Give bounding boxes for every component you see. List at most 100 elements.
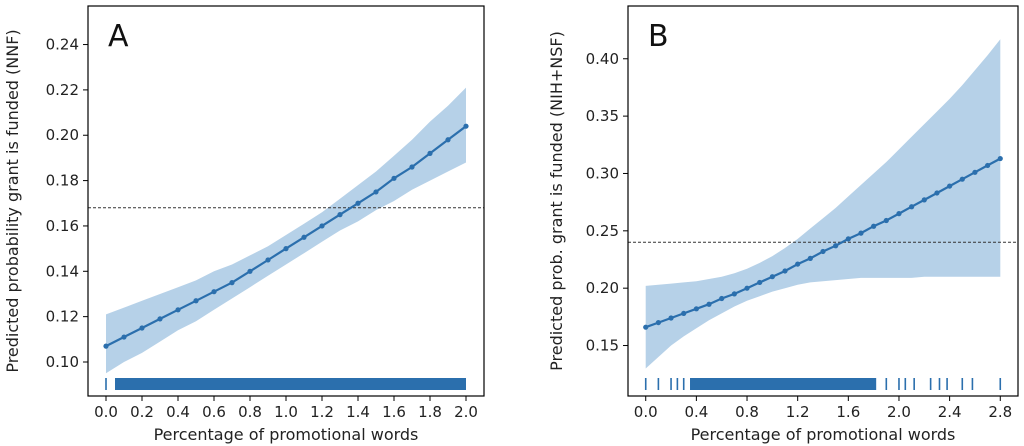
panel-b: 0.0 0.4 0.8 1.2 1.6 2.0 2.4 2.8 0.15 0.20 0.25 0.3…	[547, 5, 1019, 444]
data-point-b	[795, 261, 801, 267]
data-point-b	[719, 295, 725, 302]
x-tick-label-b: 1.6	[836, 403, 860, 421]
y-tick-label-a: 0.24	[46, 36, 79, 54]
y-tick-label-a: 0.16	[46, 217, 79, 235]
data-point-a	[139, 325, 145, 331]
rug-mark-b	[971, 378, 974, 390]
y-tick-label-b: 0.40	[586, 50, 619, 68]
x-tick-label-a: 1.2	[310, 403, 334, 421]
y-tick-label-a: 0.12	[46, 308, 79, 326]
x-axis-label-b: Percentage of promotional words	[691, 425, 956, 444]
data-point-b	[845, 236, 851, 242]
data-point-a	[337, 212, 343, 218]
rug-mark-b	[929, 378, 932, 390]
data-point-b	[782, 268, 788, 274]
data-point-b	[833, 243, 839, 249]
data-point-a	[193, 298, 199, 304]
panel-label-a: A	[108, 19, 129, 54]
data-point-b	[693, 306, 699, 312]
data-point-b	[807, 255, 813, 261]
data-point-b	[871, 223, 877, 229]
x-tick-label-a: 1.8	[418, 403, 442, 421]
x-tick-label-b: 0.8	[735, 403, 759, 421]
rug-mark-b	[946, 378, 948, 390]
data-point-b	[985, 162, 991, 169]
y-tick-label-a: 0.10	[46, 353, 79, 371]
rug-mark-a	[105, 378, 107, 390]
data-point-a	[445, 137, 451, 143]
data-point-b	[668, 315, 674, 321]
y-tick-label-b: 0.15	[586, 337, 619, 355]
y-axis-label-a: Predicted probability grant is funded (N…	[3, 29, 22, 372]
y-tick-label-a: 0.20	[46, 126, 79, 144]
x-tick-label-b: 1.2	[786, 403, 810, 421]
x-tick-label-a: 2.0	[454, 403, 478, 421]
rug-mark-b	[999, 378, 1002, 390]
x-tick-label-a: 0.6	[202, 403, 226, 421]
data-point-a	[121, 334, 127, 340]
data-point-b	[744, 285, 750, 291]
x-tick-label-b: 2.8	[988, 403, 1012, 421]
rug-mark-b	[657, 378, 660, 390]
data-point-b	[883, 217, 889, 224]
data-point-b	[959, 176, 965, 182]
data-point-b	[706, 301, 712, 307]
ci-band-b	[645, 39, 1001, 369]
data-point-b	[731, 291, 737, 297]
x-tick-label-b: 0.4	[684, 403, 708, 421]
data-point-a	[409, 164, 415, 170]
data-point-b	[947, 183, 953, 189]
data-point-a	[175, 307, 181, 313]
data-point-b	[681, 310, 687, 317]
y-tick-label-a: 0.22	[46, 81, 79, 99]
y-tick-label-a: 0.14	[46, 262, 79, 280]
x-axis-label-a: Percentage of promotional words	[154, 425, 419, 444]
data-point-a	[211, 289, 217, 295]
data-point-b	[972, 169, 978, 175]
data-point-b	[655, 319, 661, 326]
data-point-a	[157, 316, 163, 322]
x-tick-label-b: 2.0	[887, 403, 911, 421]
rug-mark-b	[670, 378, 672, 390]
x-tick-label-a: 1.6	[382, 403, 406, 421]
x-tick-label-a: 1.4	[346, 403, 370, 421]
data-point-a	[265, 257, 271, 263]
rug-mark-b	[644, 378, 647, 390]
data-point-b	[909, 204, 915, 210]
x-tick-label-a: 0.8	[238, 403, 262, 421]
rug-mark-b	[898, 378, 900, 390]
data-point-a	[355, 200, 361, 206]
data-point-a	[247, 268, 253, 274]
rug-mark-b	[961, 378, 964, 390]
rug-mark-a	[115, 378, 466, 390]
data-point-a	[463, 123, 469, 129]
data-point-a	[391, 175, 397, 181]
y-tick-label-b: 0.30	[586, 164, 619, 182]
ci-band-a	[106, 87, 466, 374]
panel-label-b: B	[648, 19, 669, 54]
y-axis-label-b: Predicted prob. grant is funded (NIH+NSF…	[547, 31, 566, 371]
plot-frame-b	[627, 5, 1019, 397]
data-point-a	[319, 223, 325, 229]
data-point-b	[934, 190, 940, 196]
rug-mark-b	[938, 378, 941, 390]
data-point-a	[373, 189, 379, 195]
y-tick-label-b: 0.20	[586, 279, 619, 297]
data-point-b	[769, 274, 775, 280]
data-point-a	[103, 343, 109, 349]
data-point-a	[427, 150, 433, 156]
data-point-a	[283, 246, 289, 252]
data-point-b	[820, 248, 826, 255]
data-point-b	[858, 230, 864, 236]
rug-mark-b	[885, 378, 888, 390]
rug-mark-b	[682, 378, 685, 390]
y-tick-label-b: 0.35	[586, 107, 619, 125]
data-point-b	[643, 324, 649, 330]
rug-mark-b	[913, 378, 915, 390]
x-tick-label-b: 0.0	[634, 403, 658, 421]
x-tick-label-b: 2.4	[938, 403, 962, 421]
data-point-b	[997, 155, 1003, 162]
rug-mark-b	[904, 378, 907, 390]
data-point-a	[301, 234, 307, 240]
